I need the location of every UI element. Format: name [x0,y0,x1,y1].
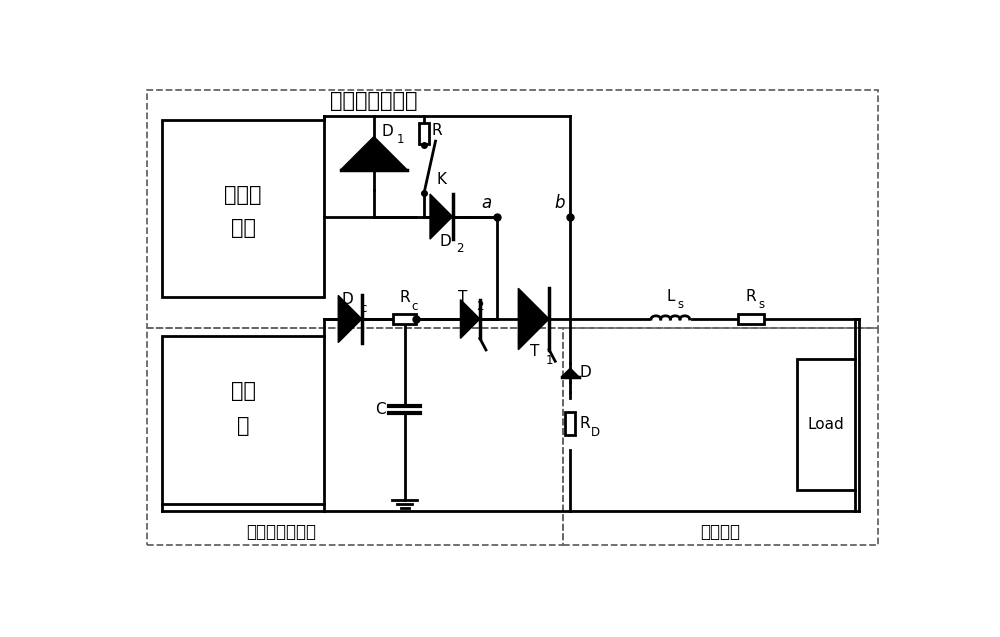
Text: c: c [361,302,367,315]
Text: D: D [579,365,591,380]
Text: R: R [432,123,442,138]
Text: 1: 1 [397,133,404,147]
Polygon shape [338,296,362,343]
Text: 恒流源辅助支路: 恒流源辅助支路 [330,91,418,111]
Text: 1: 1 [546,354,553,367]
Text: 机: 机 [237,416,249,436]
Polygon shape [460,299,480,338]
Bar [162,336,324,504]
Text: D: D [591,426,600,439]
Text: s: s [758,298,764,311]
Text: 直流恒: 直流恒 [224,185,262,205]
Bar [563,328,878,545]
Bar [393,313,416,324]
Text: 流源: 流源 [230,218,256,238]
Polygon shape [341,136,407,169]
Text: 充电: 充电 [230,380,256,401]
Text: c: c [412,300,418,313]
Bar [162,120,324,297]
Polygon shape [518,289,549,350]
Bar [738,313,764,324]
Text: 主回路供电单元: 主回路供电单元 [246,522,316,541]
Polygon shape [430,194,453,239]
Text: R: R [579,416,590,431]
Text: a: a [481,194,492,211]
Text: 2: 2 [456,242,464,255]
Text: R: R [746,289,757,304]
Text: 负载单元: 负载单元 [700,522,740,541]
Text: K: K [436,172,446,187]
Text: D: D [382,124,393,139]
Bar [147,328,563,545]
Text: D: D [439,234,451,248]
Text: C: C [375,402,385,417]
Text: D: D [341,292,353,308]
Text: b: b [554,194,565,211]
Polygon shape [562,368,579,377]
Bar [797,359,855,490]
Text: L: L [666,289,675,304]
Text: s: s [677,298,683,311]
Text: T: T [458,290,467,305]
Bar [419,123,429,144]
Bar [565,412,575,435]
Text: R: R [399,290,410,305]
Text: T: T [530,345,539,359]
Text: 2: 2 [476,300,483,313]
Text: Load: Load [808,417,845,432]
Bar [147,90,878,328]
